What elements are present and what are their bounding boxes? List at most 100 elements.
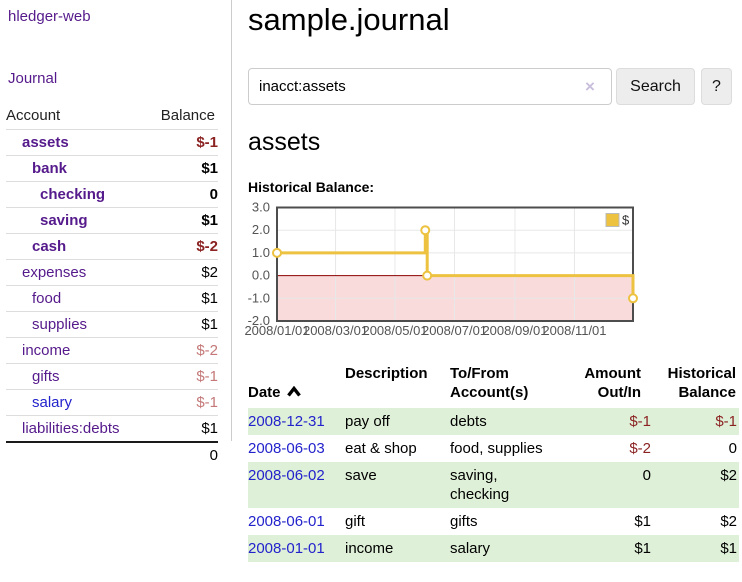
sidebar-item-journal[interactable]: Journal bbox=[8, 70, 58, 87]
account-balance: $1 bbox=[201, 420, 218, 437]
account-link[interactable]: supplies bbox=[32, 316, 88, 333]
transaction-date-link[interactable]: 2008-12-31 bbox=[248, 413, 325, 430]
transaction-row: 2008-01-01 income salary $1 $1 bbox=[248, 535, 739, 562]
account-link[interactable]: gifts bbox=[32, 368, 60, 385]
sidebar: hledger-web Journal Account Balance asse… bbox=[0, 0, 232, 464]
account-balance: $-1 bbox=[196, 394, 218, 411]
transaction-accounts: food, supplies bbox=[450, 440, 543, 457]
account-balance: $-1 bbox=[196, 368, 218, 385]
account-balance: $1 bbox=[201, 290, 218, 307]
account-balance: 0 bbox=[209, 186, 218, 203]
transaction-date-link[interactable]: 2008-06-02 bbox=[248, 467, 325, 484]
transaction-description: save bbox=[345, 467, 377, 484]
account-link[interactable]: food bbox=[32, 290, 62, 307]
page-title: sample.journal bbox=[248, 2, 450, 37]
transaction-amount: $1 bbox=[634, 513, 651, 530]
account-row: food $1 bbox=[6, 285, 218, 312]
transaction-amount: $-1 bbox=[629, 413, 651, 430]
transaction-row: 2008-06-03 eat & shop food, supplies $-2… bbox=[248, 435, 739, 462]
accounts-total-row: 0 bbox=[6, 442, 218, 468]
transaction-description: eat & shop bbox=[345, 440, 417, 457]
account-link[interactable]: checking bbox=[40, 186, 106, 203]
transaction-accounts: gifts bbox=[450, 513, 478, 530]
account-balance: $-2 bbox=[196, 342, 218, 359]
header-balance: Historical Balance bbox=[667, 365, 736, 401]
account-heading: assets bbox=[248, 128, 321, 156]
transaction-date-link[interactable]: 2008-01-01 bbox=[248, 540, 325, 557]
svg-text:-2.0: -2.0 bbox=[248, 313, 270, 328]
transaction-amount: $-2 bbox=[629, 440, 651, 457]
main-content: sample.journal × Search ? assets Histori… bbox=[244, 0, 742, 582]
account-link[interactable]: saving bbox=[40, 212, 88, 229]
transaction-accounts: salary bbox=[450, 540, 491, 557]
transaction-balance: 0 bbox=[728, 440, 737, 457]
account-row: cash $-2 bbox=[6, 233, 218, 260]
transaction-row: 2008-12-31 pay off debts $-1 $-1 bbox=[248, 408, 739, 435]
account-row: saving $1 bbox=[6, 207, 218, 234]
account-link[interactable]: liabilities:debts bbox=[22, 420, 120, 437]
transaction-row: 2008-06-01 gift gifts $1 $2 bbox=[248, 508, 739, 535]
account-row: gifts $-1 bbox=[6, 363, 218, 390]
account-row: expenses $2 bbox=[6, 259, 218, 286]
account-balance: $1 bbox=[201, 212, 218, 229]
transaction-balance: $2 bbox=[720, 467, 737, 484]
accounts-table-header-row: Account Balance bbox=[6, 102, 218, 130]
transaction-description: pay off bbox=[345, 413, 390, 430]
header-tofrom: To/From Account(s) bbox=[450, 365, 529, 401]
balance-chart: $3.0 2.0 1.0 0.0 -1.0 -2.0 2008/01/01 2008/03/0… bbox=[240, 200, 740, 350]
svg-text:2008/09/01: 2008/09/01 bbox=[482, 323, 547, 338]
header-description: Description bbox=[345, 365, 428, 382]
transaction-balance: $1 bbox=[720, 540, 737, 557]
svg-text:2008/11/01: 2008/11/01 bbox=[542, 323, 606, 338]
account-link[interactable]: assets bbox=[22, 134, 69, 151]
transaction-balance: $2 bbox=[720, 513, 737, 530]
transaction-balance: $-1 bbox=[715, 413, 737, 430]
svg-text:2.0: 2.0 bbox=[252, 222, 270, 237]
accounts-header-balance: Balance bbox=[160, 107, 215, 124]
header-date[interactable]: Date bbox=[248, 361, 345, 408]
transactions-table-body: 2008-12-31 pay off debts $-1 $-1 2008-06… bbox=[248, 408, 739, 562]
account-row: liabilities:debts $1 bbox=[6, 415, 218, 443]
brand-link[interactable]: hledger-web bbox=[8, 8, 91, 25]
svg-text:0.0: 0.0 bbox=[252, 268, 270, 283]
account-link[interactable]: expenses bbox=[22, 264, 87, 281]
balance-chart-svg: $3.0 2.0 1.0 0.0 -1.0 -2.02008/01/012008/03/0… bbox=[244, 200, 638, 338]
account-link[interactable]: bank bbox=[32, 160, 68, 177]
help-button[interactable]: ? bbox=[701, 68, 732, 105]
account-link[interactable]: cash bbox=[32, 238, 67, 255]
transaction-row: 2008-06-02 save saving, checking 0 $2 bbox=[248, 462, 739, 508]
account-balance: $-1 bbox=[196, 134, 218, 151]
transactions-header-row: Date Description To/From Account(s) Amou… bbox=[248, 361, 739, 408]
transaction-accounts: debts bbox=[450, 413, 487, 430]
account-row: salary $-1 bbox=[6, 389, 218, 416]
account-row: bank $1 bbox=[6, 155, 218, 182]
account-balance: $2 bbox=[201, 264, 218, 281]
svg-text:2008/01/01: 2008/01/01 bbox=[244, 323, 309, 338]
header-date-label: Date bbox=[248, 384, 281, 401]
transactions-table: Date Description To/From Account(s) Amou… bbox=[248, 361, 739, 562]
account-row: supplies $1 bbox=[6, 311, 218, 338]
svg-text:2008/07/01: 2008/07/01 bbox=[422, 323, 487, 338]
account-link[interactable]: income bbox=[22, 342, 71, 359]
transaction-date-link[interactable]: 2008-06-03 bbox=[248, 440, 325, 457]
transaction-description: income bbox=[345, 540, 394, 557]
account-balance: $1 bbox=[201, 316, 218, 333]
clear-search-icon[interactable]: × bbox=[585, 77, 595, 96]
svg-text:3.0: 3.0 bbox=[252, 202, 270, 215]
search-form: × Search ? bbox=[248, 68, 742, 105]
svg-text:2008/05/01: 2008/05/01 bbox=[362, 323, 427, 338]
sort-ascending-icon bbox=[286, 383, 301, 402]
svg-text:2008/03/01: 2008/03/01 bbox=[303, 323, 368, 338]
account-row: income $-2 bbox=[6, 337, 218, 364]
search-input[interactable] bbox=[248, 68, 612, 105]
accounts-table: Account Balance assets $-1 bank $1 check… bbox=[6, 102, 218, 468]
accounts-table-body: assets $-1 bank $1 checking 0 saving $1 … bbox=[6, 129, 218, 443]
chart-title: Historical Balance: bbox=[248, 179, 375, 195]
account-link[interactable]: salary bbox=[32, 394, 73, 411]
accounts-total-value: 0 bbox=[209, 447, 218, 464]
transaction-date-link[interactable]: 2008-06-01 bbox=[248, 513, 325, 530]
svg-text:1.0: 1.0 bbox=[252, 245, 270, 260]
account-row: assets $-1 bbox=[6, 129, 218, 156]
search-button[interactable]: Search bbox=[616, 68, 695, 105]
svg-text:$: $ bbox=[622, 213, 630, 228]
